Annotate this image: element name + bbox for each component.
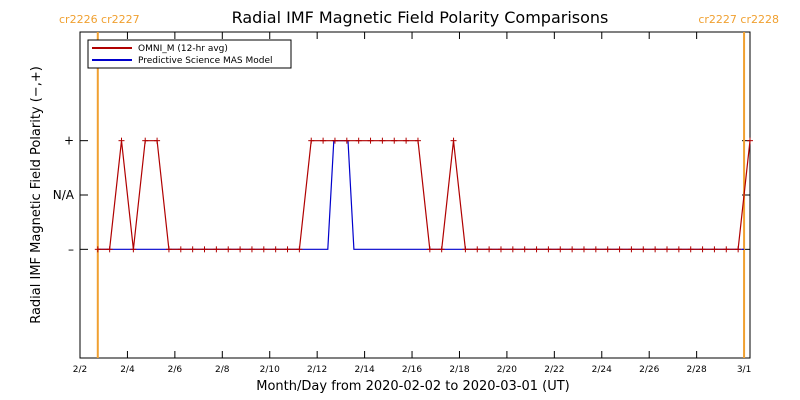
x-axis: 2/2 2/4 2/6 2/8 2/10 2/12 2/14 2/16 2/18 2/20 2/22… xyxy=(73,32,751,375)
x-tick-label: 2/22 xyxy=(544,365,564,375)
data-point-omni xyxy=(367,137,374,144)
plot-frame xyxy=(79,31,751,359)
data-point-omni xyxy=(509,246,516,253)
data-point-omni xyxy=(391,137,398,144)
data-point-omni xyxy=(165,246,172,253)
data-point-omni xyxy=(462,246,469,253)
x-tick-label: 2/8 xyxy=(215,365,230,375)
data-point-omni xyxy=(711,246,718,253)
data-point-omni xyxy=(486,246,493,253)
data-point-omni xyxy=(735,246,742,253)
y-axis-title: Radial IMF Magnetic Field Polarity (−,+) xyxy=(29,66,44,324)
data-point-omni xyxy=(272,246,279,253)
x-tick-label: 2/10 xyxy=(260,365,280,375)
data-point-omni xyxy=(640,246,647,253)
x-tick-label: 2/20 xyxy=(497,365,517,375)
data-point-omni xyxy=(747,137,753,144)
data-point-omni xyxy=(177,246,184,253)
data-point-omni xyxy=(106,246,113,253)
data-point-omni xyxy=(201,246,208,253)
x-tick-label: 2/2 xyxy=(73,365,87,375)
data-point-omni xyxy=(699,246,706,253)
data-point-omni xyxy=(580,246,587,253)
legend-label-model: Predictive Science MAS Model xyxy=(138,56,273,66)
data-point-omni xyxy=(94,246,101,253)
data-point-omni xyxy=(545,246,552,253)
data-point-omni xyxy=(474,246,481,253)
data-point-omni xyxy=(533,246,540,253)
data-point-omni xyxy=(213,246,220,253)
x-tick-label: 2/14 xyxy=(354,365,374,375)
data-point-omni xyxy=(403,137,410,144)
x-tick-label: 2/4 xyxy=(120,365,135,375)
y-axis: + N/A – xyxy=(53,134,750,256)
chart-title: Radial IMF Magnetic Field Polarity Compa… xyxy=(232,8,609,27)
x-tick-label: 2/26 xyxy=(639,365,659,375)
x-tick-label: 2/28 xyxy=(687,365,707,375)
x-tick-label: 2/24 xyxy=(592,365,612,375)
data-point-omni xyxy=(130,246,137,253)
data-point-omni xyxy=(189,246,196,253)
data-point-omni xyxy=(320,137,327,144)
data-point-omni xyxy=(628,246,635,253)
carrington-label: cr2226 cr2227 xyxy=(59,13,140,26)
data-point-omni xyxy=(331,137,338,144)
x-tick-label: 2/6 xyxy=(168,365,183,375)
data-point-omni xyxy=(308,137,315,144)
x-axis-title: Month/Day from 2020-02-02 to 2020-03-01 … xyxy=(256,379,569,394)
data-point-omni xyxy=(260,246,267,253)
data-point-omni xyxy=(557,246,564,253)
legend: OMNI_M (12-hr avg) Predictive Science MA… xyxy=(87,39,292,69)
data-point-omni xyxy=(604,246,611,253)
data-point-omni xyxy=(379,137,386,144)
data-point-omni xyxy=(355,137,362,144)
legend-label-omni: OMNI_M (12-hr avg) xyxy=(138,44,228,54)
data-point-omni xyxy=(521,246,528,253)
series-line-model xyxy=(97,140,745,250)
data-point-omni xyxy=(248,246,255,253)
data-point-omni xyxy=(450,137,457,144)
data-point-omni xyxy=(723,246,730,253)
data-point-omni xyxy=(414,137,421,144)
data-point-omni xyxy=(343,137,350,144)
x-tick-label: 3/1 xyxy=(737,365,751,375)
x-tick-label: 2/18 xyxy=(449,365,469,375)
y-tick-label: N/A xyxy=(53,188,75,202)
series-line-omni xyxy=(97,140,751,250)
carrington-label: cr2227 cr2228 xyxy=(698,13,779,26)
data-point-omni xyxy=(142,137,149,144)
data-point-omni xyxy=(652,246,659,253)
data-point-omni xyxy=(426,246,433,253)
data-point-omni xyxy=(569,246,576,253)
data-point-omni xyxy=(687,246,694,253)
data-point-omni xyxy=(296,246,303,253)
data-point-omni xyxy=(675,246,682,253)
data-point-omni xyxy=(284,246,291,253)
data-point-omni xyxy=(225,246,232,253)
data-point-omni xyxy=(663,246,670,253)
data-point-omni xyxy=(497,246,504,253)
x-tick-label: 2/12 xyxy=(307,365,327,375)
data-point-omni xyxy=(237,246,244,253)
data-point-omni xyxy=(616,246,623,253)
data-point-omni xyxy=(154,137,161,144)
legend-box xyxy=(87,39,292,69)
x-tick-label: 2/16 xyxy=(402,365,422,375)
y-tick-label: – xyxy=(68,242,74,256)
data-point-omni xyxy=(118,137,125,144)
y-tick-label: + xyxy=(64,134,74,148)
series-layer xyxy=(94,137,753,253)
data-point-omni xyxy=(592,246,599,253)
data-point-omni xyxy=(438,246,445,253)
